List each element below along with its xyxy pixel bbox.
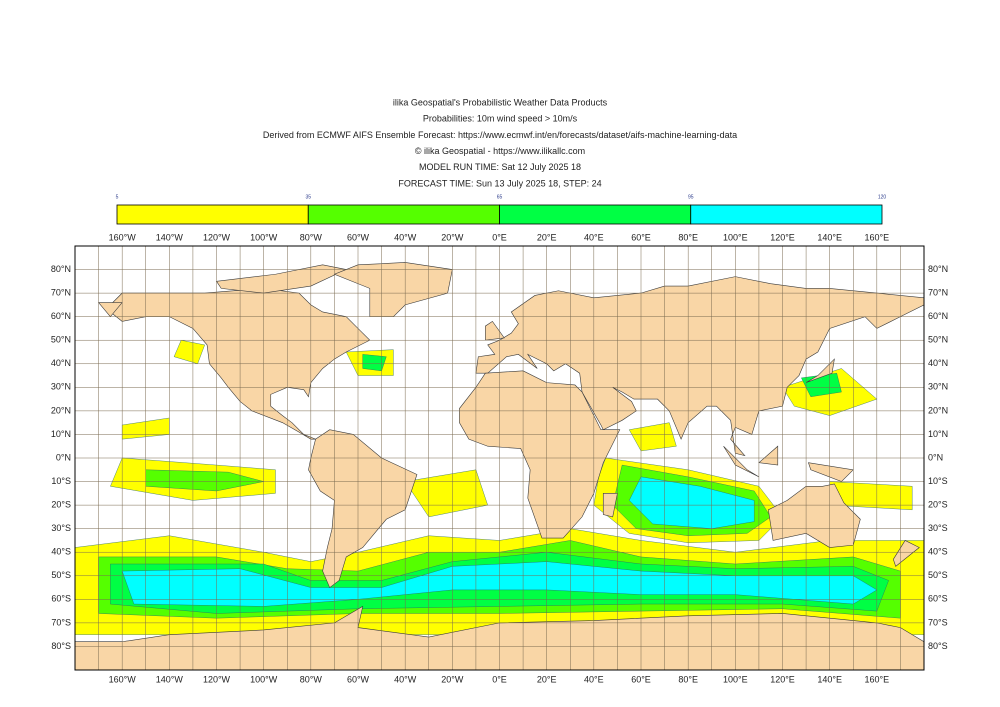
y-tick-label: 50°N xyxy=(928,335,948,345)
x-tick-label: 160°E xyxy=(865,232,890,242)
x-tick-label: 80°E xyxy=(678,674,698,684)
y-tick-label: 80°N xyxy=(51,264,71,274)
y-tick-label: 70°N xyxy=(51,287,71,297)
axis-labels: 160°W 160°W 140°W 140°W 120°W 120°W 100°W 100°W… xyxy=(51,232,948,684)
y-tick-label: 20°N xyxy=(928,405,948,415)
y-tick-label: 80°S xyxy=(928,641,948,651)
x-tick-label: 140°W xyxy=(156,232,184,242)
colorbar-segment xyxy=(116,204,309,225)
y-tick-label: 50°N xyxy=(51,335,71,345)
x-tick-label: 100°W xyxy=(250,674,278,684)
y-tick-label: 70°N xyxy=(928,287,948,297)
x-tick-label: 0°E xyxy=(492,232,507,242)
y-tick-label: 40°S xyxy=(928,547,948,557)
header-line: Derived from ECMWF AIFS Ensemble Forecas… xyxy=(263,130,737,140)
colorbar-label: 120 xyxy=(878,194,887,200)
colorbar-label: 5 xyxy=(116,194,119,200)
y-tick-label: 10°S xyxy=(51,476,71,486)
x-tick-label: 40°E xyxy=(584,674,604,684)
map-frame xyxy=(74,245,925,671)
x-tick-label: 20°E xyxy=(537,674,557,684)
y-tick-label: 30°S xyxy=(51,523,71,533)
colorbar-segment xyxy=(499,204,692,225)
graticule xyxy=(75,246,924,670)
y-tick-label: 20°S xyxy=(51,499,71,509)
colorbar: 5 35 65 95 120 xyxy=(116,194,887,225)
y-tick-label: 40°N xyxy=(928,358,948,368)
colorbar-segment xyxy=(690,204,883,225)
header-line: ilika Geospatial's Probabilistic Weather… xyxy=(393,97,608,107)
map-body xyxy=(75,246,924,670)
x-tick-label: 120°E xyxy=(770,674,795,684)
header-line: MODEL RUN TIME: Sat 12 July 2025 18 xyxy=(419,162,581,172)
colorbar-segment xyxy=(307,204,500,225)
header: ilika Geospatial's Probabilistic Weather… xyxy=(263,97,737,188)
y-tick-label: 80°S xyxy=(51,641,71,651)
colorbar-label: 95 xyxy=(688,194,694,200)
x-tick-label: 80°E xyxy=(678,232,698,242)
header-line: Probabilities: 10m wind speed > 10m/s xyxy=(423,114,578,124)
y-tick-label: 30°S xyxy=(928,523,948,533)
x-tick-label: 20°W xyxy=(441,674,464,684)
x-tick-label: 80°W xyxy=(300,674,323,684)
x-tick-label: 120°W xyxy=(203,674,231,684)
y-tick-label: 60°S xyxy=(928,594,948,604)
x-tick-label: 80°W xyxy=(300,232,323,242)
x-tick-label: 100°W xyxy=(250,232,278,242)
x-tick-label: 60°E xyxy=(631,232,651,242)
header-line: © ilika Geospatial - https://www.ilikall… xyxy=(415,146,585,156)
y-tick-label: 20°N xyxy=(51,405,71,415)
x-tick-label: 40°W xyxy=(394,232,417,242)
x-tick-label: 160°W xyxy=(109,674,137,684)
y-tick-label: 60°S xyxy=(51,594,71,604)
x-tick-label: 40°W xyxy=(394,674,417,684)
y-tick-label: 10°N xyxy=(51,429,71,439)
y-tick-label: 40°S xyxy=(51,547,71,557)
y-tick-label: 10°S xyxy=(928,476,948,486)
y-tick-label: 80°N xyxy=(928,264,948,274)
header-line: FORECAST TIME: Sun 13 July 2025 18, STEP… xyxy=(398,178,601,188)
x-tick-label: 40°E xyxy=(584,232,604,242)
x-tick-label: 120°E xyxy=(770,232,795,242)
x-tick-label: 140°E xyxy=(817,674,842,684)
x-tick-label: 160°W xyxy=(109,232,137,242)
colorbar-label: 65 xyxy=(497,194,503,200)
x-tick-label: 20°W xyxy=(441,232,464,242)
x-tick-label: 60°W xyxy=(347,232,370,242)
x-tick-label: 20°E xyxy=(537,232,557,242)
y-tick-label: 70°S xyxy=(928,617,948,627)
x-tick-label: 60°E xyxy=(631,674,651,684)
x-tick-label: 160°E xyxy=(865,674,890,684)
y-tick-label: 0°N xyxy=(56,452,71,462)
x-tick-label: 140°W xyxy=(156,674,184,684)
x-tick-label: 60°W xyxy=(347,674,370,684)
x-tick-label: 0°E xyxy=(492,674,507,684)
y-tick-label: 30°N xyxy=(928,382,948,392)
x-tick-label: 140°E xyxy=(817,232,842,242)
y-tick-label: 10°N xyxy=(928,429,948,439)
y-tick-label: 60°N xyxy=(928,311,948,321)
y-tick-label: 30°N xyxy=(51,382,71,392)
x-tick-label: 100°E xyxy=(723,674,748,684)
y-tick-label: 0°N xyxy=(928,452,943,462)
y-tick-label: 60°N xyxy=(51,311,71,321)
y-tick-label: 20°S xyxy=(928,499,948,509)
x-tick-label: 100°E xyxy=(723,232,748,242)
colorbar-label: 35 xyxy=(305,194,311,200)
y-tick-label: 40°N xyxy=(51,358,71,368)
y-tick-label: 70°S xyxy=(51,617,71,627)
y-tick-label: 50°S xyxy=(928,570,948,580)
y-tick-label: 50°S xyxy=(51,570,71,580)
x-tick-label: 120°W xyxy=(203,232,231,242)
